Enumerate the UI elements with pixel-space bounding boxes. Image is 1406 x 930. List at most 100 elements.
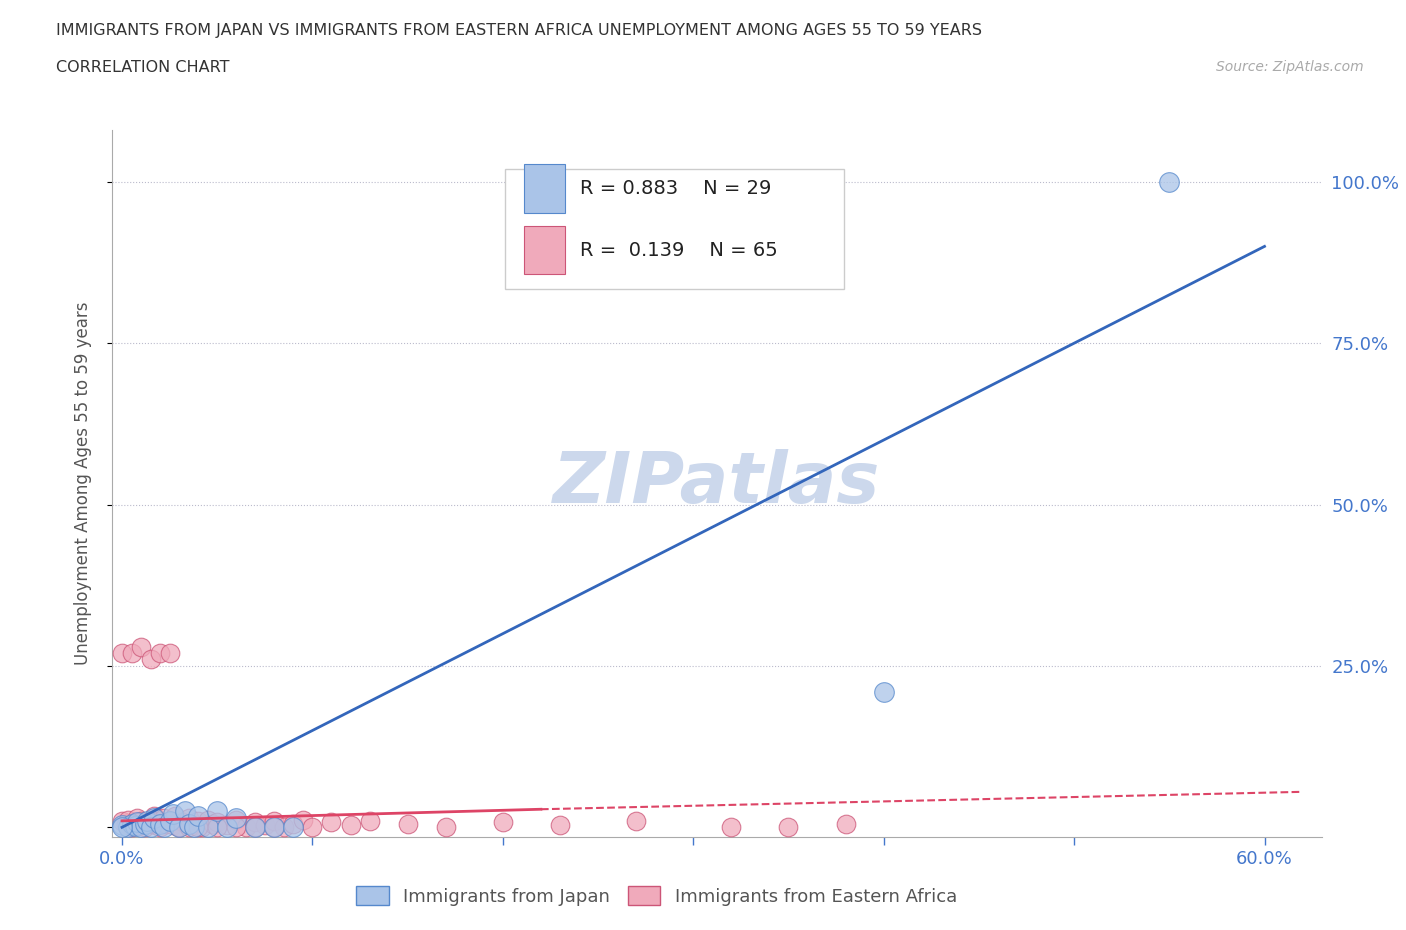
Point [197,820,219,835]
Point [117,820,139,835]
Point [145,818,167,833]
Point [873,684,896,699]
Point [149,645,172,660]
Point [121,645,143,660]
Point [111,645,134,660]
Point [215,818,238,833]
Point [245,820,267,835]
Point [111,814,134,829]
Point [283,817,305,831]
Point [114,817,136,831]
Point [124,815,146,830]
Point [1159,175,1181,190]
Text: ZIPatlas: ZIPatlas [554,449,880,518]
Point [202,817,225,831]
Point [162,818,184,833]
Point [492,815,515,830]
Point [159,645,181,660]
Point [834,817,856,831]
Point [548,818,571,833]
Point [141,817,163,831]
Point [111,820,134,835]
Point [149,817,172,831]
Point [143,808,166,823]
FancyBboxPatch shape [523,226,565,274]
Point [172,815,194,830]
FancyBboxPatch shape [506,169,844,289]
Point [121,820,143,835]
Text: R =  0.139    N = 65: R = 0.139 N = 65 [581,241,778,259]
Point [205,820,228,835]
Point [720,820,742,835]
Point [117,812,139,827]
Point [177,817,200,831]
Point [245,815,267,830]
Point [139,820,162,835]
Point [153,810,176,825]
Point [225,812,247,827]
Text: CORRELATION CHART: CORRELATION CHART [56,60,229,75]
Text: R = 0.883    N = 29: R = 0.883 N = 29 [581,179,772,198]
Point [181,818,204,833]
Legend: Immigrants from Japan, Immigrants from Eastern Africa: Immigrants from Japan, Immigrants from E… [349,879,965,912]
Point [121,817,143,831]
Point [187,808,209,823]
Point [135,816,157,830]
Point [139,812,162,827]
Point [148,814,170,829]
Point [150,815,173,830]
Point [165,808,187,823]
Point [339,818,361,833]
Point [127,810,149,825]
Y-axis label: Unemployment Among Ages 55 to 59 years: Unemployment Among Ages 55 to 59 years [73,302,91,665]
Text: Source: ZipAtlas.com: Source: ZipAtlas.com [1216,60,1364,74]
Point [263,820,285,835]
Point [127,815,149,830]
Point [778,820,800,835]
Point [153,820,176,835]
Point [291,812,314,827]
Point [111,818,134,833]
Point [129,820,152,835]
Point [187,814,209,829]
Point [396,817,419,831]
Text: IMMIGRANTS FROM JAPAN VS IMMIGRANTS FROM EASTERN AFRICA UNEMPLOYMENT AMONG AGES : IMMIGRANTS FROM JAPAN VS IMMIGRANTS FROM… [56,23,983,38]
Point [134,817,156,831]
FancyBboxPatch shape [523,164,565,213]
Point [124,818,146,833]
Point [134,820,156,835]
Point [128,818,150,833]
Point [245,820,267,835]
Point [225,820,247,835]
Point [129,639,152,654]
Point [624,814,647,829]
Point [225,810,247,825]
Point [129,814,152,829]
Point [359,814,381,829]
Point [143,810,166,825]
Point [159,814,181,829]
Point [301,820,323,835]
Point [187,820,209,835]
Point [205,815,228,830]
Point [263,820,285,835]
Point [135,814,157,829]
Point [167,820,190,835]
Point [321,815,343,830]
Point [205,804,228,818]
Point [167,820,190,835]
Point [162,807,184,822]
Point [173,804,195,818]
Point [235,820,257,835]
Point [263,814,285,829]
Point [149,820,172,835]
Point [253,818,276,833]
Point [159,814,181,829]
Point [139,652,162,667]
Point [283,820,305,835]
Point [197,812,219,827]
Point [177,810,200,825]
Point [155,817,177,831]
Point [273,820,295,835]
Point [434,820,457,835]
